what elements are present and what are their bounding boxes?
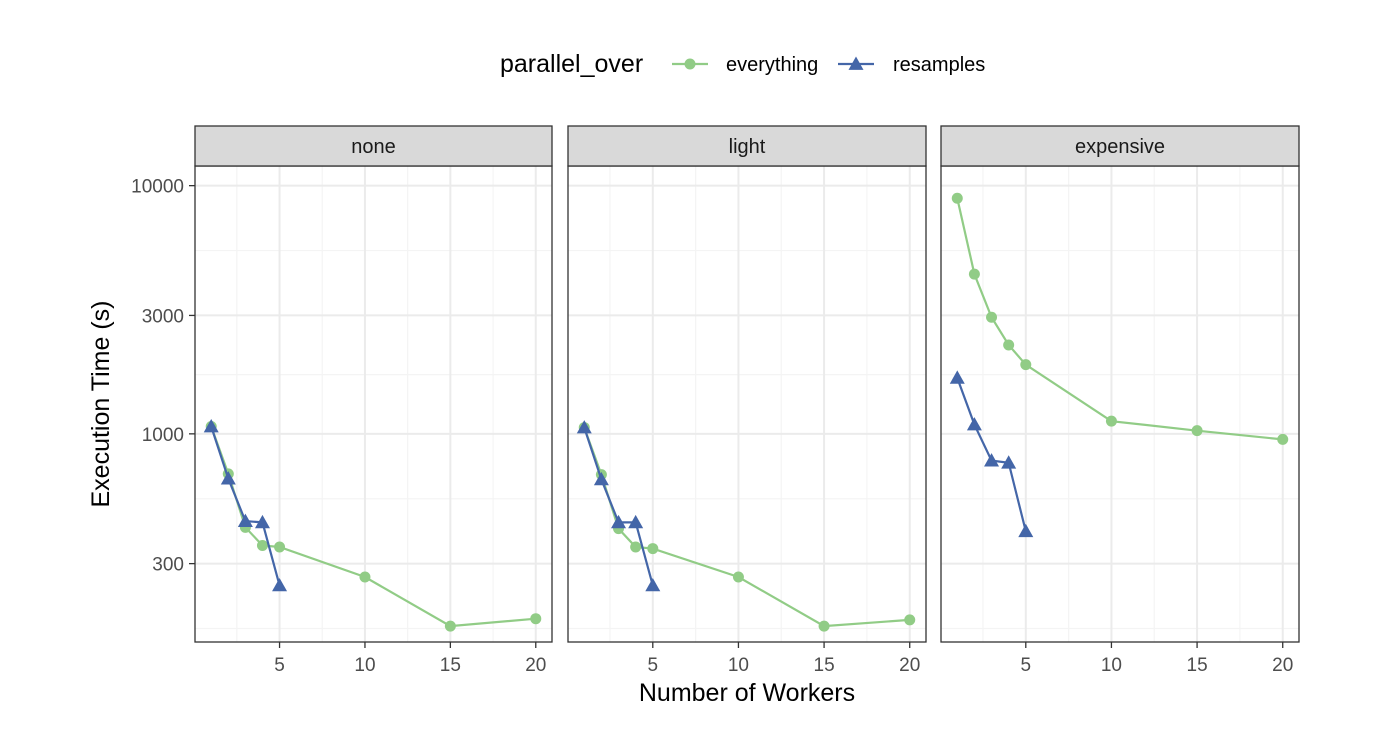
grid <box>568 166 926 642</box>
plot-background <box>568 166 926 642</box>
series-resamples <box>203 419 288 592</box>
plot-background <box>941 166 1299 642</box>
data-point-everything <box>647 543 659 555</box>
x-tick-label: 20 <box>1272 655 1293 676</box>
panel-expensive: expensive 5 10 15 20 <box>940 125 1300 676</box>
facet-strip <box>940 125 1300 167</box>
facet-strip-label: expensive <box>1075 136 1165 158</box>
x-tick-label: 15 <box>440 655 461 676</box>
data-point-resamples <box>628 514 644 529</box>
x-tick-label: 15 <box>814 655 835 676</box>
legend-key-resamples: resamples <box>838 54 985 76</box>
data-point-resamples <box>1001 455 1017 469</box>
legend-label: everything <box>726 54 818 76</box>
data-point-everything <box>1003 339 1015 351</box>
data-point-resamples <box>272 577 288 592</box>
y-tick-label: 300 <box>152 555 184 576</box>
data-point-resamples <box>966 417 982 431</box>
grid <box>941 166 1299 642</box>
data-point-resamples <box>576 420 592 434</box>
data-point-everything <box>986 311 998 323</box>
legend-marker <box>684 58 696 70</box>
data-point-everything <box>1277 433 1289 445</box>
series-resamples <box>949 370 1034 538</box>
data-point-resamples <box>1018 523 1034 538</box>
data-point-everything <box>630 541 642 553</box>
x-tick-label: 20 <box>525 655 546 676</box>
y-axis-label: Execution Time (s) <box>87 300 115 507</box>
data-point-everything <box>359 571 371 583</box>
series-line-everything <box>956 197 1283 441</box>
facet-strip <box>194 125 553 167</box>
series-everything <box>951 192 1289 445</box>
y-tick-label: 1000 <box>142 425 184 446</box>
data-point-everything <box>904 614 916 626</box>
data-point-resamples <box>203 419 219 433</box>
facet-strip <box>567 125 927 167</box>
facet-strip-label: none <box>351 136 396 158</box>
x-tick-label: 20 <box>899 655 920 676</box>
data-point-everything <box>274 541 286 553</box>
data-point-resamples <box>593 471 609 486</box>
x-tick-label: 5 <box>648 655 659 676</box>
data-point-everything <box>951 192 963 204</box>
x-tick-label: 10 <box>354 655 375 676</box>
data-point-resamples <box>220 471 236 485</box>
data-point-everything <box>530 613 542 625</box>
data-point-resamples <box>611 514 627 529</box>
legend-key-everything: everything <box>672 54 818 76</box>
data-point-everything <box>818 620 830 632</box>
data-point-resamples <box>645 577 661 592</box>
legend: parallel_over everything resamples <box>500 50 985 78</box>
data-point-everything <box>968 268 980 280</box>
data-point-resamples <box>949 370 965 384</box>
panel-none: none 5 10 15 20 300 1000 3000 10000 <box>131 125 553 676</box>
y-tick-label: 10000 <box>131 177 184 198</box>
data-point-resamples <box>254 514 270 529</box>
series-resamples <box>576 420 661 592</box>
plot-background <box>195 166 552 642</box>
data-point-resamples <box>237 513 253 527</box>
y-tick-label: 3000 <box>142 306 184 327</box>
panel-light: light 5 10 15 20 <box>567 125 927 676</box>
data-point-everything <box>444 620 456 632</box>
x-tick-label: 10 <box>1101 655 1122 676</box>
x-tick-label: 5 <box>274 655 285 676</box>
x-tick-label: 5 <box>1021 655 1032 676</box>
data-point-everything <box>256 539 268 551</box>
legend-marker <box>848 56 864 70</box>
legend-title: parallel_over <box>500 50 643 78</box>
legend-label: resamples <box>893 54 985 76</box>
facet-strip-label: light <box>729 136 766 158</box>
data-point-resamples <box>984 453 1000 467</box>
x-tick-label: 15 <box>1187 655 1208 676</box>
data-point-everything <box>1020 359 1032 371</box>
data-point-everything <box>1105 415 1117 427</box>
x-axis-label: Number of Workers <box>639 679 855 707</box>
data-point-everything <box>732 571 744 583</box>
x-tick-label: 10 <box>728 655 749 676</box>
grid <box>195 166 552 642</box>
data-point-everything <box>1191 425 1203 437</box>
